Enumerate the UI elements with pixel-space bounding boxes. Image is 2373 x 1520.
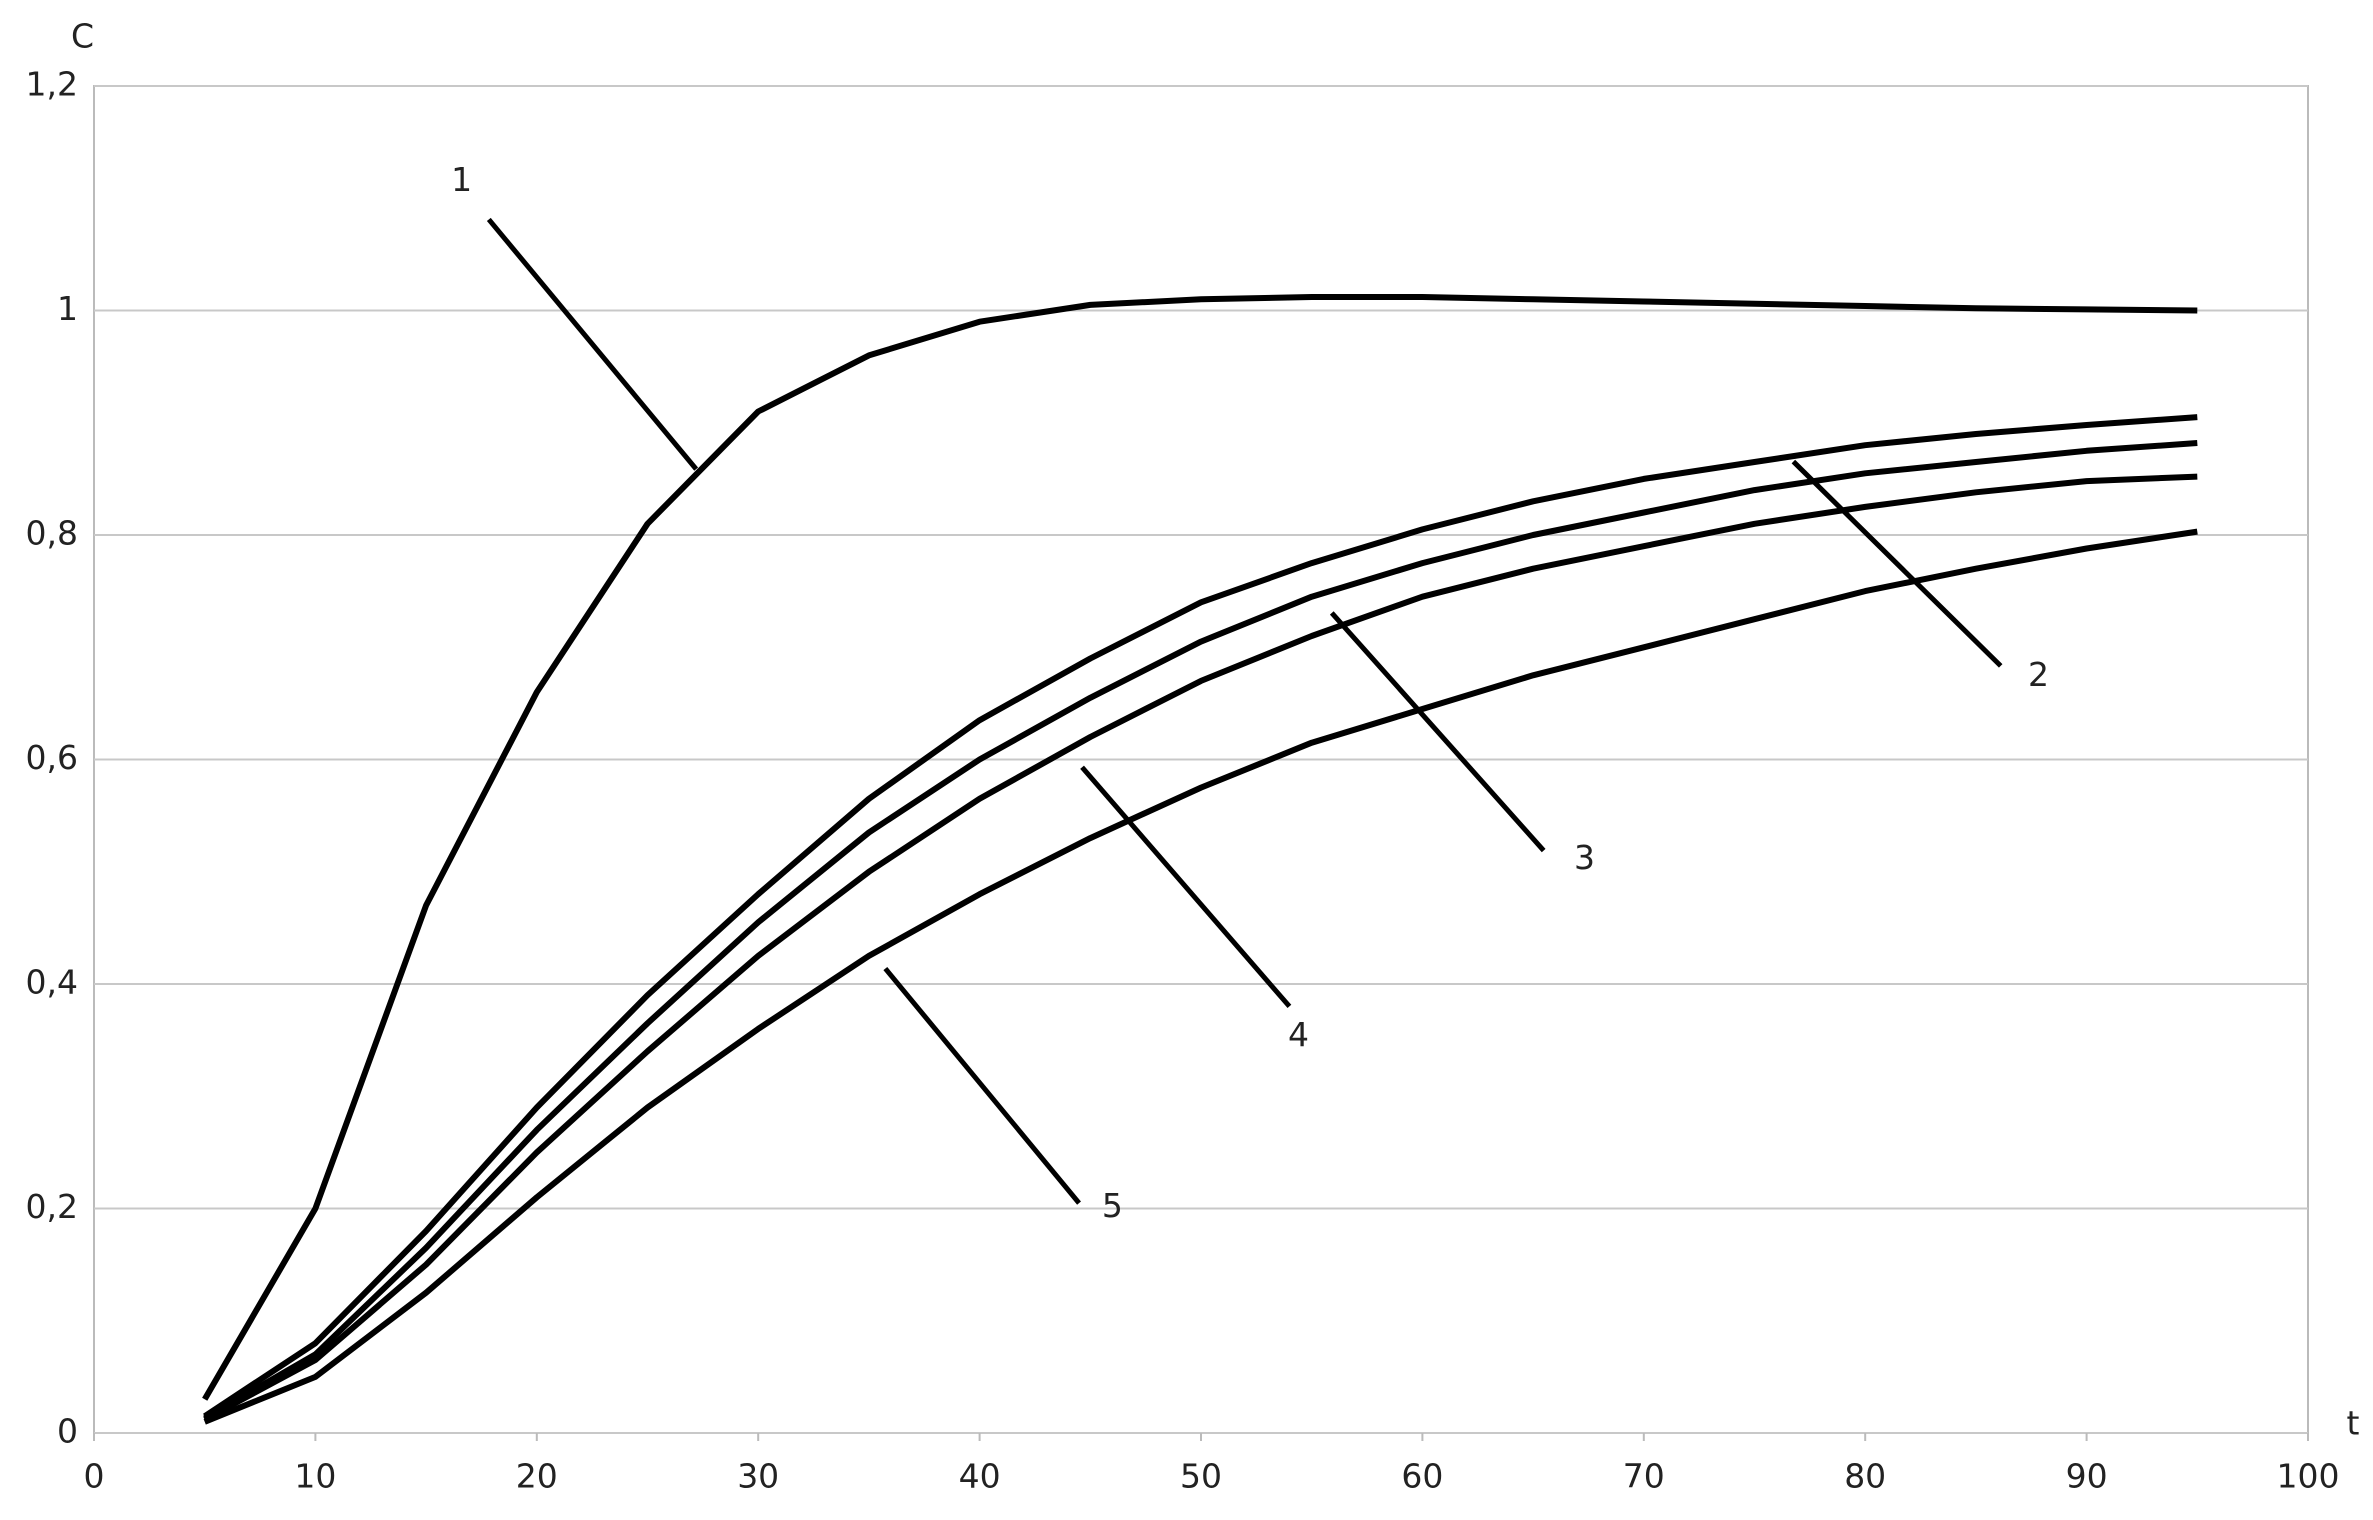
leader-line <box>1329 611 1546 853</box>
y-tick-label: 0,6 <box>26 738 78 777</box>
y-tick-label: 1 <box>57 289 78 328</box>
leader-line <box>883 966 1081 1205</box>
line-series <box>203 473 2198 1423</box>
x-tick-label: 10 <box>294 1457 336 1496</box>
y-axis-label: C <box>71 17 94 56</box>
curve-label: 5 <box>1102 1186 1123 1225</box>
x-tick-label: 60 <box>1401 1457 1443 1496</box>
curve-label: 3 <box>1574 838 1595 877</box>
curve-label: 2 <box>2028 655 2049 694</box>
leader-line <box>1791 459 2003 668</box>
y-tick-label: 0,4 <box>26 963 78 1002</box>
curve-label: 4 <box>1288 1015 1309 1054</box>
y-tick-label: 0,2 <box>26 1187 78 1226</box>
x-tick-label: 30 <box>737 1457 779 1496</box>
line-series <box>203 440 2198 1421</box>
line-series <box>203 414 2198 1419</box>
x-tick-label: 20 <box>516 1457 558 1496</box>
x-tick-label: 80 <box>1844 1457 1886 1496</box>
x-tick-label: 100 <box>2277 1457 2340 1496</box>
x-axis-label: t <box>2347 1404 2360 1443</box>
leader-line <box>486 217 699 471</box>
x-tick-label: 40 <box>959 1457 1001 1496</box>
curve-label: 1 <box>451 160 472 199</box>
x-tick-label: 70 <box>1623 1457 1665 1496</box>
x-tick-label: 50 <box>1180 1457 1222 1496</box>
y-tick-label: 0,8 <box>26 514 78 553</box>
line-series <box>202 294 2198 1401</box>
x-tick-label: 0 <box>84 1457 105 1496</box>
line-series <box>203 528 2198 1425</box>
y-tick-label: 0 <box>57 1412 78 1451</box>
x-tick-label: 90 <box>2066 1457 2108 1496</box>
leader-line <box>1080 765 1292 1009</box>
y-tick-label: 1,2 <box>26 65 78 104</box>
